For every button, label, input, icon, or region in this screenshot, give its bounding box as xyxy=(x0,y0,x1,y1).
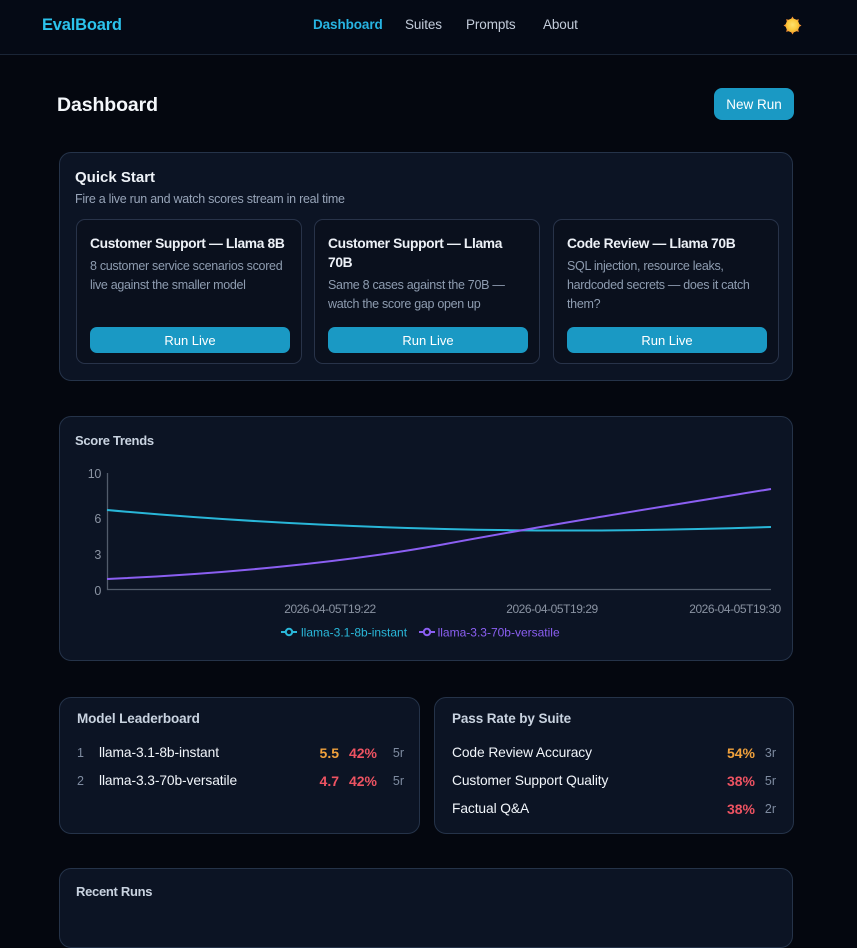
svg-text:0: 0 xyxy=(94,584,101,598)
svg-text:llama-3.1-8b-instant: llama-3.1-8b-instant xyxy=(301,626,408,640)
svg-text:3: 3 xyxy=(94,548,101,562)
svg-text:6: 6 xyxy=(94,512,101,526)
svg-text:2026-04-05T19:29: 2026-04-05T19:29 xyxy=(506,602,598,616)
svg-text:2026-04-05T19:30: 2026-04-05T19:30 xyxy=(689,602,781,616)
svg-text:10: 10 xyxy=(88,467,102,481)
svg-text:llama-3.3-70b-versatile: llama-3.3-70b-versatile xyxy=(438,626,560,640)
svg-text:2026-04-05T19:22: 2026-04-05T19:22 xyxy=(284,602,376,616)
